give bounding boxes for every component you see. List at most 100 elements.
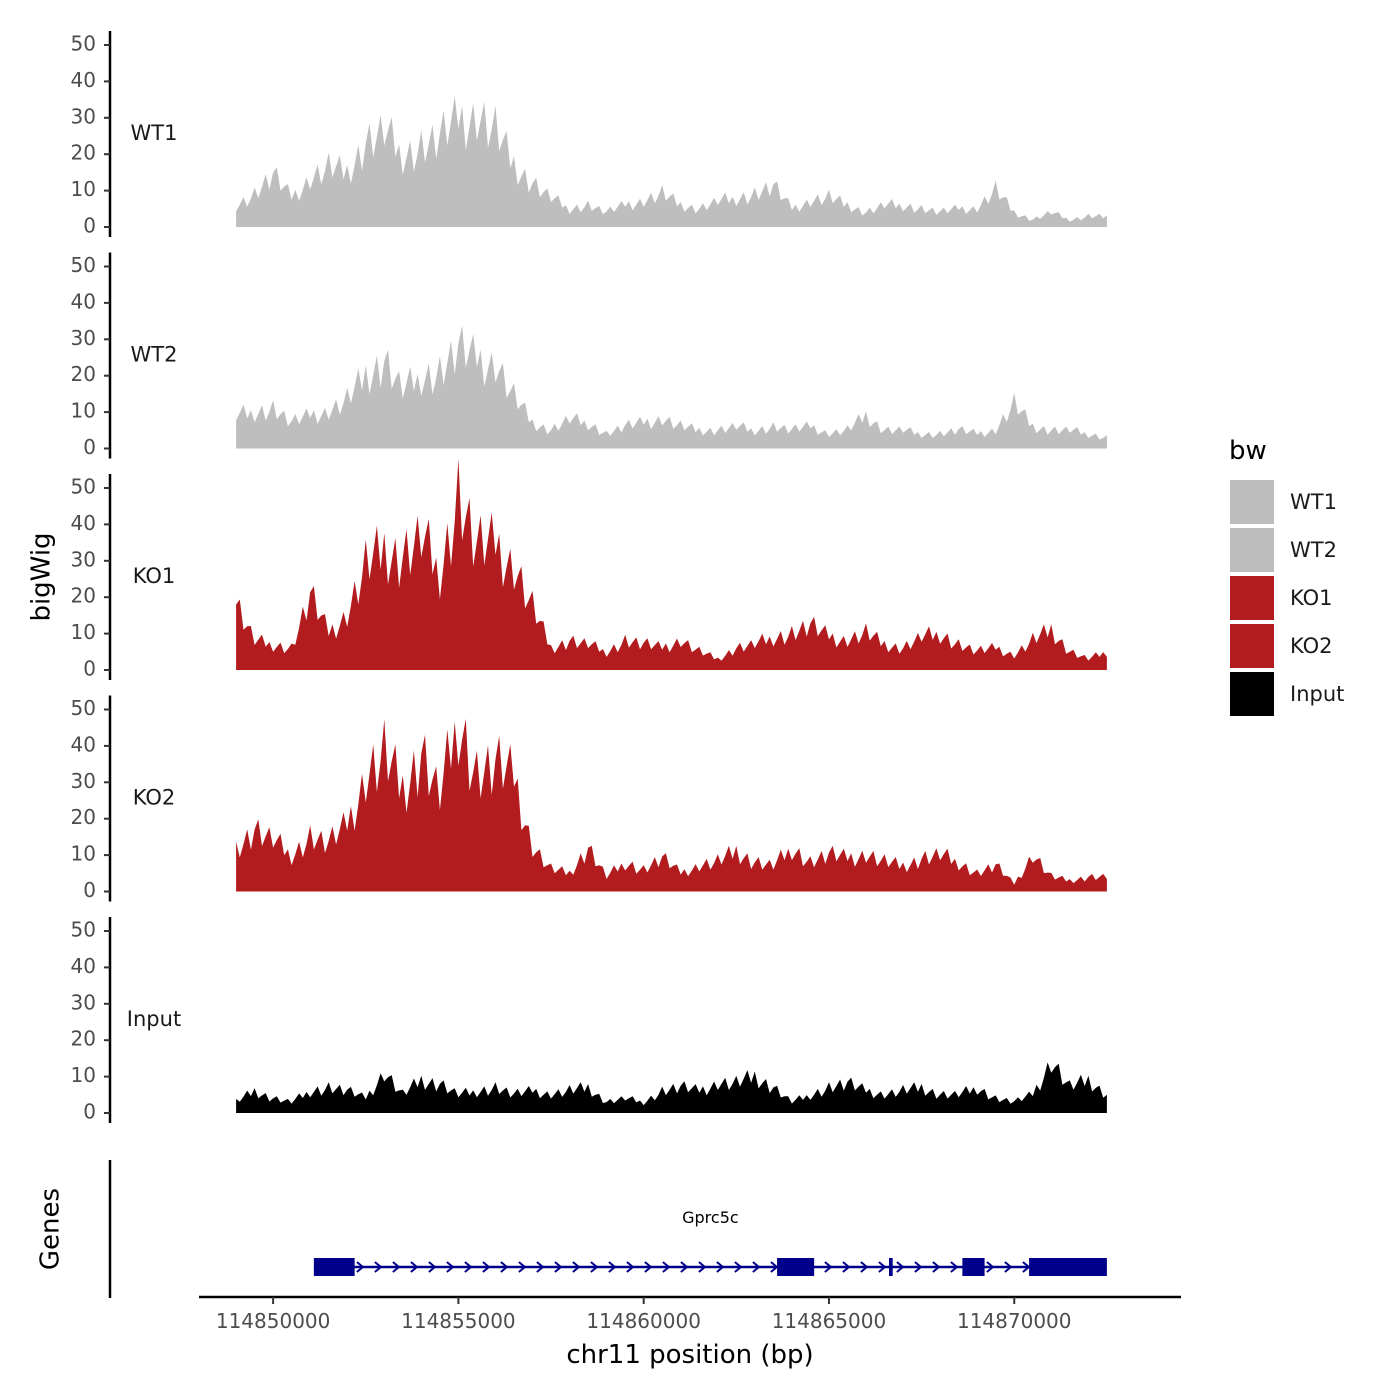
- y-tick-label: 10: [71, 842, 96, 866]
- track-ko1: 0 10 20 30 40 50 KO1: [71, 458, 1107, 681]
- x-tick-label: 114870000: [957, 1309, 1072, 1333]
- legend-item-wt1: WT1: [1230, 480, 1337, 524]
- coverage-area-ko2: [236, 718, 1107, 892]
- legend-key: [1230, 624, 1274, 668]
- strand-arrow: [374, 1261, 383, 1273]
- coverage-area-wt1: [236, 96, 1107, 227]
- y-tick-label: 0: [83, 214, 96, 238]
- y-tick-label: 30: [71, 547, 96, 571]
- track-wt1: 0 10 20 30 40 50 WT1: [71, 31, 1107, 238]
- y-tick-label: 0: [83, 435, 96, 459]
- genes-panel: Genes Gprc5c: [36, 1160, 1107, 1298]
- strand-arrow: [500, 1261, 509, 1273]
- gene-exon: [888, 1258, 893, 1276]
- coverage-area-wt2: [236, 325, 1107, 449]
- y-tick-label: 30: [71, 769, 96, 793]
- strand-arrow: [914, 1261, 923, 1273]
- legend-key: [1230, 480, 1274, 524]
- x-tick-label: 114850000: [216, 1309, 331, 1333]
- legend-item-input: Input: [1230, 672, 1344, 716]
- x-tick-label: 114855000: [401, 1309, 516, 1333]
- strand-arrow: [1022, 1261, 1031, 1273]
- y-tick-label: 50: [71, 32, 96, 56]
- legend-item-ko1: KO1: [1230, 576, 1333, 620]
- y-tick-label: 0: [83, 1100, 96, 1124]
- legend-key: [1230, 576, 1274, 620]
- y-tick-label: 30: [71, 990, 96, 1014]
- legend-label: WT2: [1290, 538, 1337, 562]
- strand-arrow: [536, 1261, 545, 1273]
- track-ko2: 0 10 20 30 40 50 KO2: [71, 695, 1107, 902]
- genes-axis-title: Genes: [36, 1188, 66, 1270]
- strand-arrow: [716, 1261, 725, 1273]
- y-tick-label: 20: [71, 362, 96, 386]
- strand-arrow: [410, 1261, 419, 1273]
- y-tick-label: 30: [71, 326, 96, 350]
- strand-arrow: [356, 1261, 365, 1273]
- strand-arrow: [878, 1261, 887, 1273]
- y-tick-label: 20: [71, 141, 96, 165]
- strand-arrow: [572, 1261, 581, 1273]
- legend-label: WT1: [1290, 490, 1337, 514]
- y-tick-label: 40: [71, 511, 96, 535]
- y-tick-label: 20: [71, 1027, 96, 1051]
- track-panels: 0 10 20 30 40 50 WT1 0 10 20 30 40 50 WT2 0 10 20 30 40 50 K…: [71, 31, 1107, 1124]
- track-label: WT2: [131, 343, 178, 367]
- strand-arrow: [554, 1261, 563, 1273]
- legend-item-ko2: KO2: [1230, 624, 1333, 668]
- x-axis-title: chr11 position (bp): [566, 1340, 813, 1370]
- y-tick-label: 50: [71, 253, 96, 277]
- x-axis: 114850000 114855000 114860000 114865000 1148…: [199, 1295, 1181, 1370]
- strand-arrow: [734, 1261, 743, 1273]
- coverage-area-input: [236, 1062, 1107, 1113]
- gene-exon: [1029, 1258, 1107, 1276]
- legend: bw WT1 WT2 KO1 KO2 Input: [1229, 436, 1344, 716]
- gene-name-label: Gprc5c: [682, 1208, 739, 1227]
- strand-arrow: [770, 1261, 779, 1273]
- strand-arrow: [482, 1261, 491, 1273]
- legend-label: Input: [1290, 682, 1344, 706]
- x-ticks: 114850000 114855000 114860000 114865000 1148…: [216, 1297, 1072, 1333]
- strand-arrow: [950, 1261, 959, 1273]
- y-tick-label: 10: [71, 177, 96, 201]
- legend-label: KO2: [1290, 634, 1333, 658]
- y-tick-label: 10: [71, 620, 96, 644]
- y-tick-label: 40: [71, 732, 96, 756]
- y-tick-label: 20: [71, 584, 96, 608]
- strand-arrow: [590, 1261, 599, 1273]
- strand-arrow: [392, 1261, 401, 1273]
- y-tick-label: 20: [71, 805, 96, 829]
- y-tick-label: 50: [71, 918, 96, 942]
- strand-arrow: [896, 1261, 905, 1273]
- track-label: WT1: [131, 121, 178, 145]
- strand-arrow: [662, 1261, 671, 1273]
- y-tick-label: 40: [71, 954, 96, 978]
- legend-label: KO1: [1290, 586, 1333, 610]
- strand-arrow: [1004, 1261, 1013, 1273]
- strand-arrow: [824, 1261, 833, 1273]
- strand-arrow: [986, 1261, 995, 1273]
- strand-arrow: [698, 1261, 707, 1273]
- strand-arrow: [932, 1261, 941, 1273]
- legend-items: WT1 WT2 KO1 KO2 Input: [1230, 480, 1344, 716]
- y-tick-label: 10: [71, 1063, 96, 1087]
- strand-arrow: [752, 1261, 761, 1273]
- y-tick-label: 10: [71, 399, 96, 423]
- gene-exon: [777, 1258, 815, 1276]
- strand-arrow: [644, 1261, 653, 1273]
- x-tick-label: 114860000: [586, 1309, 701, 1333]
- gene-model: [313, 1258, 1107, 1276]
- strand-arrow: [464, 1261, 473, 1273]
- y-tick-label: 0: [83, 657, 96, 681]
- y-tick-label: 50: [71, 696, 96, 720]
- gene-exon: [962, 1258, 985, 1276]
- strand-arrow: [608, 1261, 617, 1273]
- legend-key: [1230, 672, 1274, 716]
- strand-arrow: [842, 1261, 851, 1273]
- legend-item-wt2: WT2: [1230, 528, 1337, 572]
- strand-arrow: [446, 1261, 455, 1273]
- coverage-area-ko1: [236, 458, 1107, 670]
- y-axis-title: bigWig: [27, 532, 57, 621]
- strand-arrow: [428, 1261, 437, 1273]
